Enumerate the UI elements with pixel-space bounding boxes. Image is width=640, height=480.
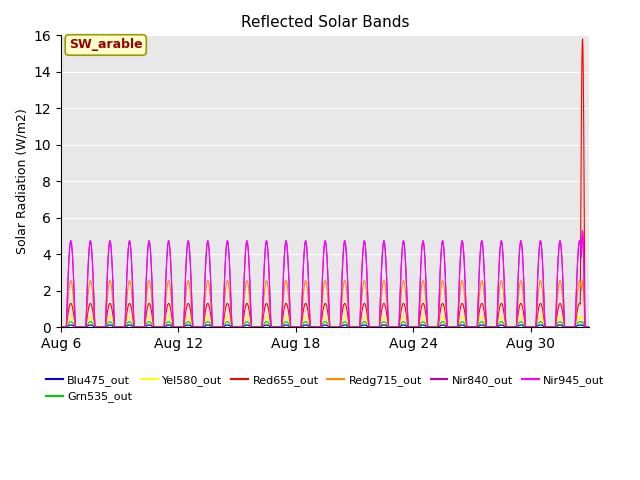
Line: Yel580_out: Yel580_out [61, 316, 589, 327]
Line: Nir840_out: Nir840_out [61, 232, 589, 327]
Yel580_out [586, 324, 593, 330]
Nir945_out [531, 324, 539, 330]
Nir840_out [483, 324, 490, 330]
Redg715_out [296, 324, 303, 330]
Red655_out [244, 301, 252, 307]
Blu475_out [296, 324, 303, 330]
Red655_out [579, 36, 586, 42]
Redg715_out [67, 278, 75, 284]
Red655_out [586, 324, 593, 330]
Line: Blu475_out: Blu475_out [61, 325, 589, 327]
Yel580_out [356, 323, 364, 329]
Nir945_out [579, 228, 586, 233]
Nir840_out [586, 324, 593, 330]
Y-axis label: Solar Radiation (W/m2): Solar Radiation (W/m2) [15, 108, 28, 254]
Yel580_out [531, 324, 539, 330]
Nir945_out [244, 240, 252, 245]
Red655_out [57, 324, 65, 330]
Blu475_out [356, 324, 364, 330]
Redg715_out [586, 324, 593, 330]
Redg715_out [531, 324, 539, 330]
Nir945_out [586, 324, 593, 330]
Nir945_out [91, 322, 99, 328]
Grn535_out [91, 324, 99, 330]
Nir840_out [356, 316, 364, 322]
Redg715_out [483, 324, 490, 330]
Redg715_out [244, 279, 252, 285]
Nir840_out [579, 229, 586, 235]
Nir840_out [296, 324, 303, 330]
Red655_out [296, 324, 303, 330]
Blu475_out [483, 324, 490, 330]
Redg715_out [57, 324, 65, 330]
Yel580_out [296, 324, 303, 330]
Red655_out [356, 322, 364, 328]
Nir840_out [57, 324, 65, 330]
Yel580_out [91, 324, 99, 330]
Yel580_out [67, 313, 75, 319]
Title: Reflected Solar Bands: Reflected Solar Bands [241, 15, 410, 30]
Line: Grn535_out: Grn535_out [61, 322, 589, 327]
Nir945_out [57, 324, 65, 330]
Grn535_out [244, 319, 252, 324]
Grn535_out [483, 324, 490, 330]
Red655_out [483, 324, 490, 330]
Line: Redg715_out: Redg715_out [61, 281, 589, 327]
Nir945_out [296, 324, 303, 330]
Line: Nir945_out: Nir945_out [61, 230, 589, 327]
Blu475_out [244, 322, 252, 328]
Nir840_out [91, 322, 99, 328]
Blu475_out [586, 324, 593, 330]
Grn535_out [296, 324, 303, 330]
Text: SW_arable: SW_arable [69, 38, 143, 51]
Nir840_out [244, 240, 252, 246]
Yel580_out [483, 324, 490, 330]
Blu475_out [67, 322, 75, 328]
Nir840_out [531, 324, 539, 330]
Redg715_out [356, 319, 364, 325]
Yel580_out [57, 324, 65, 330]
Grn535_out [67, 319, 75, 324]
Grn535_out [356, 324, 364, 329]
Red655_out [531, 324, 539, 330]
Grn535_out [586, 324, 593, 330]
Red655_out [91, 324, 99, 329]
Nir945_out [483, 324, 490, 330]
Grn535_out [57, 324, 65, 330]
Blu475_out [91, 324, 99, 330]
Legend: Blu475_out, Grn535_out, Yel580_out, Red655_out, Redg715_out, Nir840_out, Nir945_: Blu475_out, Grn535_out, Yel580_out, Red6… [42, 371, 609, 407]
Grn535_out [531, 324, 539, 330]
Redg715_out [91, 324, 99, 330]
Line: Red655_out: Red655_out [61, 39, 589, 327]
Yel580_out [244, 313, 252, 319]
Blu475_out [531, 324, 539, 330]
Nir945_out [356, 316, 364, 322]
Blu475_out [57, 324, 65, 330]
